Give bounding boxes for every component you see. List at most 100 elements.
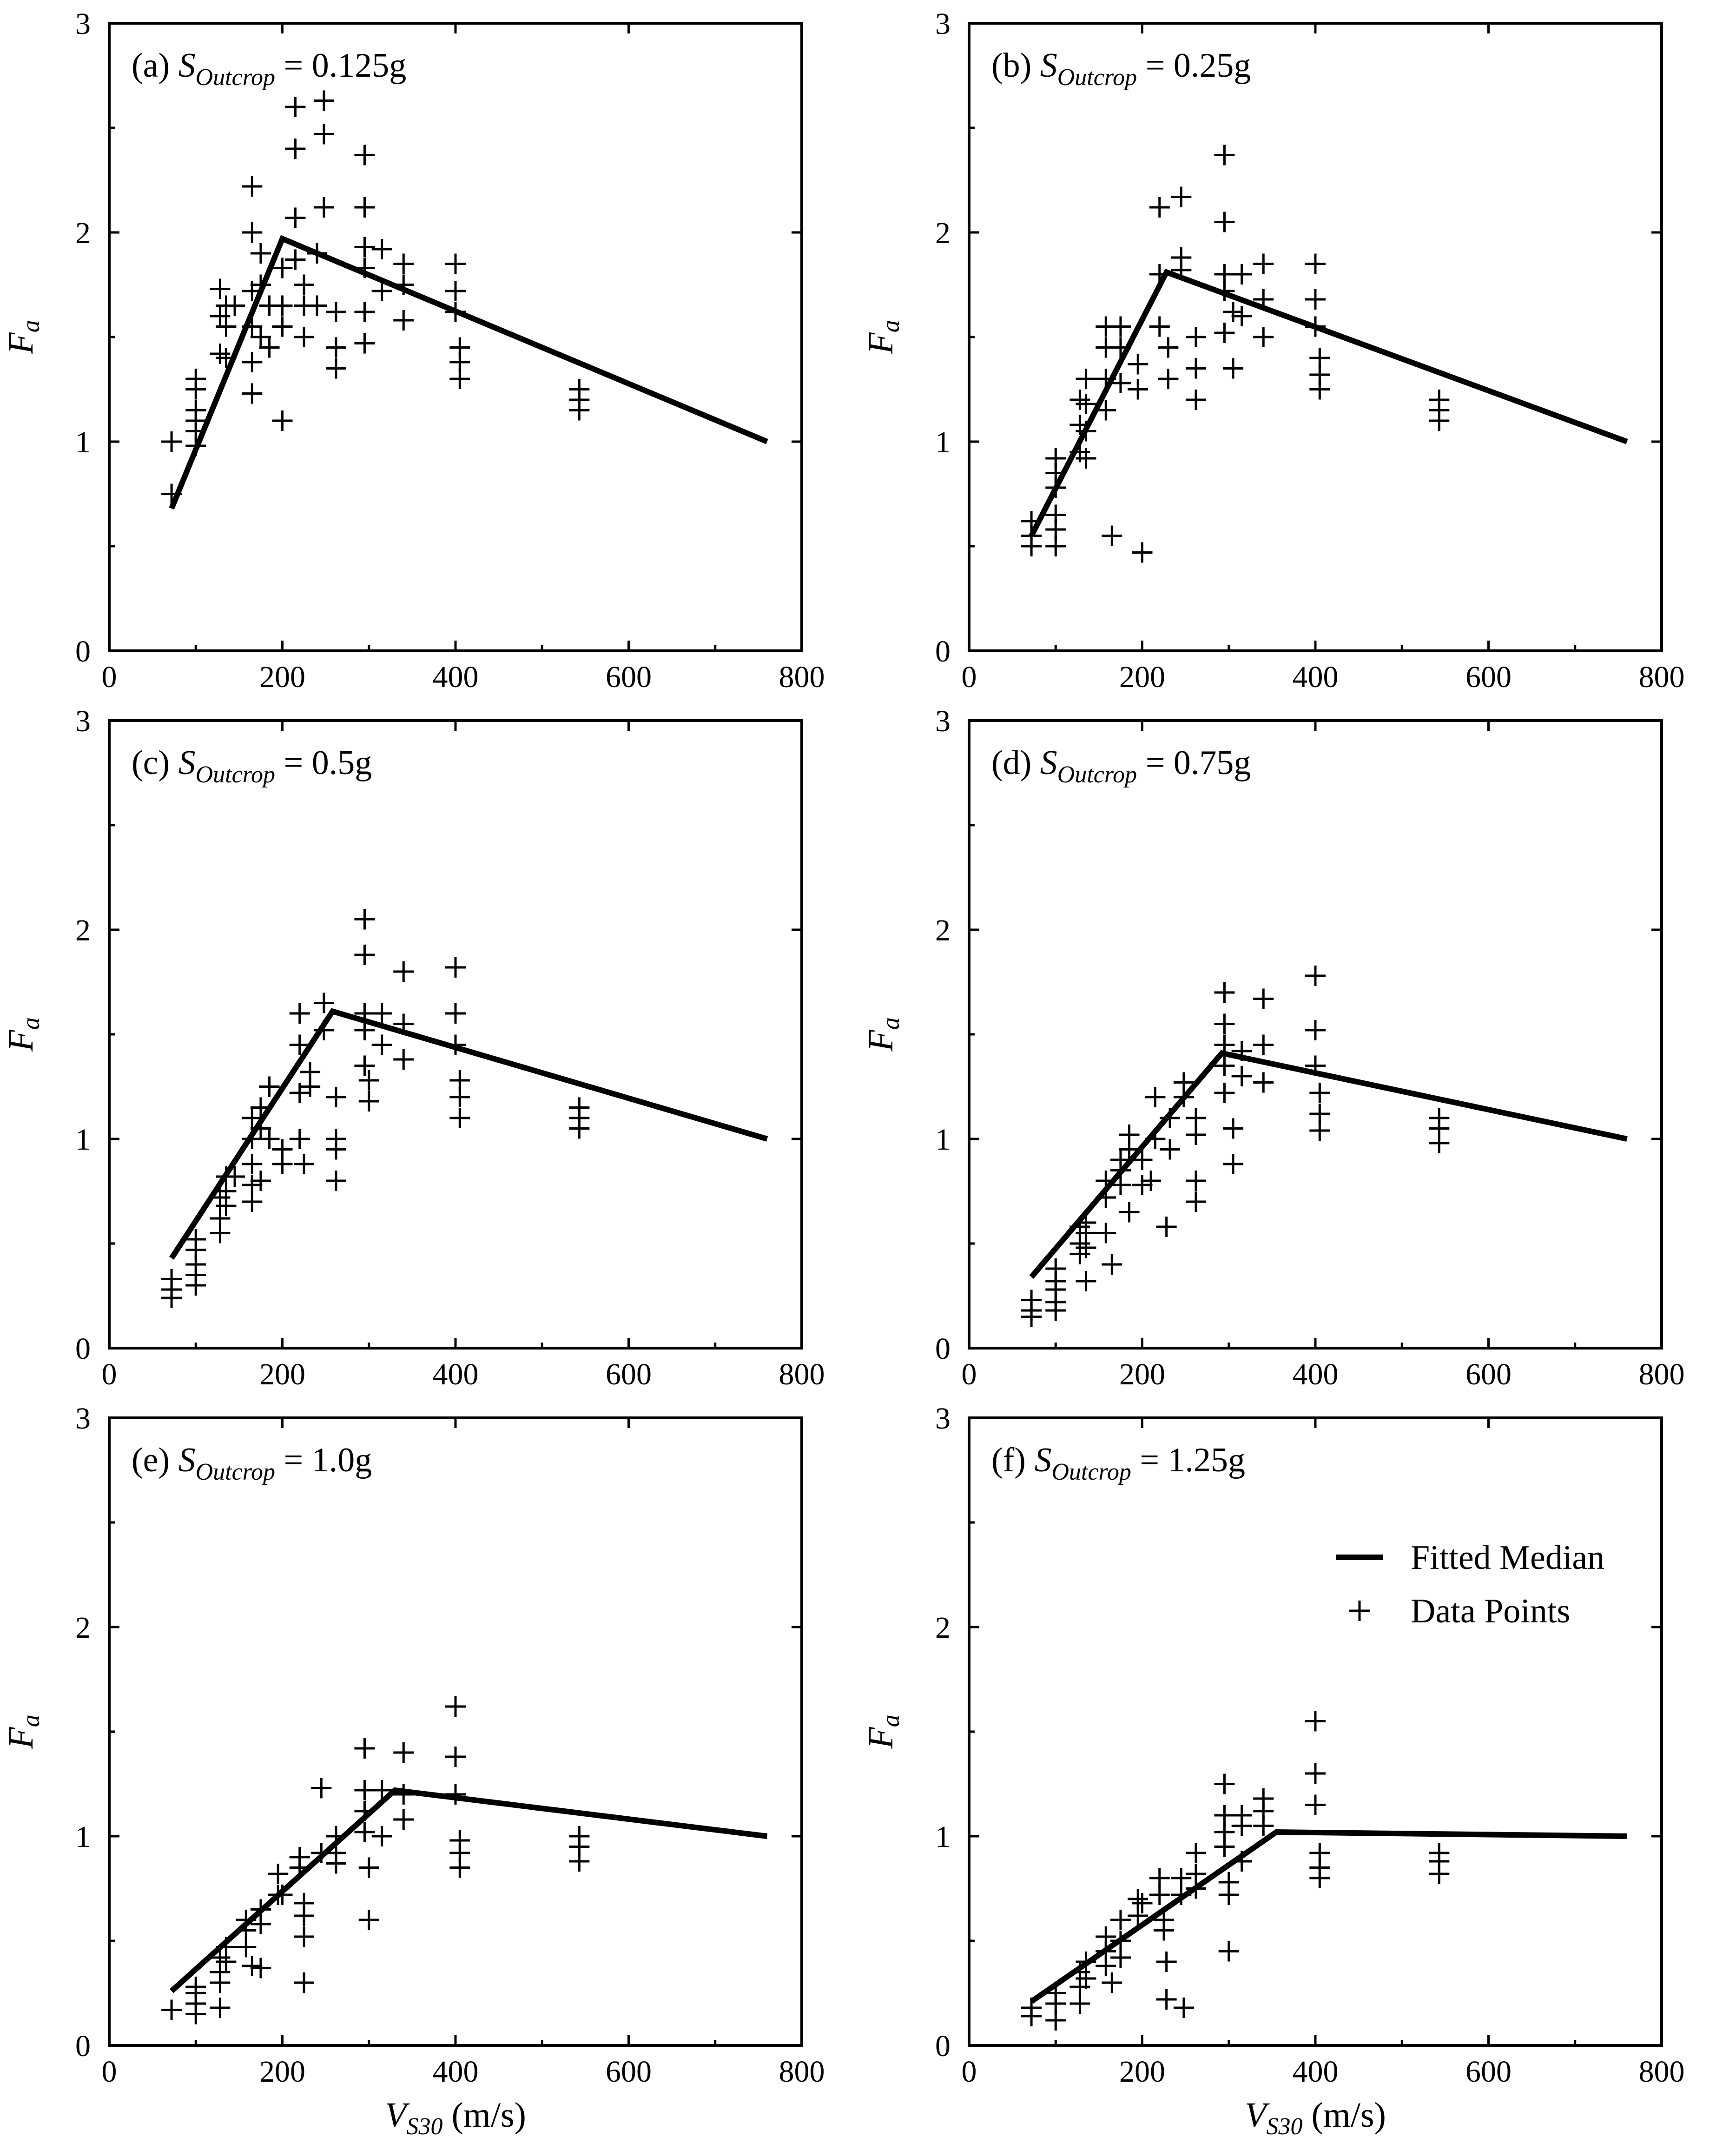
data-point: [289, 1129, 310, 1149]
data-point: [259, 1129, 280, 1149]
data-point: [1132, 1175, 1153, 1195]
data-point: [1110, 1947, 1131, 1968]
x-tick-label: 200: [1119, 2055, 1165, 2089]
data-point: [210, 278, 231, 299]
data-point: [354, 1055, 375, 1076]
data-point: [216, 1952, 237, 1972]
data-point: [1185, 358, 1206, 379]
data-point: [1305, 289, 1326, 310]
data-point: [307, 243, 327, 264]
data-point: [1185, 390, 1206, 410]
data-point: [1223, 1118, 1244, 1139]
x-tick-label: 0: [102, 1357, 117, 1391]
data-point: [1218, 1941, 1239, 1962]
data-point: [1214, 1836, 1235, 1857]
data-point: [1305, 1020, 1326, 1040]
data-point: [1149, 197, 1170, 218]
data-point: [354, 1822, 375, 1842]
data-point: [1160, 1139, 1181, 1160]
x-tick-label: 0: [102, 660, 117, 694]
data-point: [1214, 212, 1235, 232]
data-point: [1214, 281, 1235, 301]
data-point: [325, 358, 346, 379]
data-point: [242, 222, 263, 243]
panel-label: (c) SOutcrop = 0.5g: [132, 744, 372, 788]
data-point: [242, 1129, 263, 1149]
fitted-median-line: [1029, 1050, 1628, 1279]
data-point: [1309, 1120, 1330, 1141]
data-point: [1214, 145, 1235, 165]
data-point: [216, 1196, 237, 1216]
data-point: [1171, 1885, 1192, 1905]
data-point: [185, 2004, 206, 2025]
data-point: [313, 197, 334, 218]
y-tick-label: 3: [75, 7, 91, 41]
data-point: [1231, 1066, 1252, 1086]
data-point: [358, 1857, 379, 1878]
data-point: [1156, 1217, 1177, 1237]
x-tick-label: 200: [1119, 660, 1165, 694]
x-tick-label: 600: [1465, 2055, 1512, 2089]
legend-label: Fitted Median: [1411, 1539, 1604, 1577]
data-point: [1128, 354, 1149, 375]
data-point: [313, 1020, 334, 1040]
data-point: [354, 1801, 375, 1821]
data-point: [1185, 1843, 1206, 1863]
x-tick-label: 200: [1119, 1357, 1165, 1391]
data-point: [185, 1275, 206, 1296]
data-point: [1214, 323, 1235, 343]
data-point: [445, 1034, 466, 1055]
y-tick-label: 2: [75, 913, 91, 947]
data-point: [354, 945, 375, 965]
data-point: [313, 90, 334, 111]
data-point: [1128, 379, 1149, 400]
y-tick-label: 1: [75, 425, 91, 459]
data-point: [250, 1914, 271, 1934]
x-axis-label: VS30 (m/s): [385, 2096, 526, 2137]
data-point: [393, 1784, 414, 1805]
data-point: [1305, 253, 1326, 274]
data-point: [1076, 369, 1096, 389]
data-point: [285, 139, 306, 159]
data-point: [1045, 477, 1066, 498]
x-tick-label: 400: [1293, 2055, 1339, 2089]
data-point: [393, 1049, 414, 1070]
data-point: [371, 1003, 392, 1024]
x-tick-label: 800: [1639, 1357, 1685, 1391]
data-point: [242, 352, 263, 372]
data-point: [1132, 1893, 1153, 1913]
y-tick-label: 2: [935, 1611, 951, 1645]
y-axis-label: Fa: [1, 320, 45, 354]
data-point: [1160, 1108, 1181, 1128]
data-point: [393, 1013, 414, 1034]
y-tick-label: 1: [935, 425, 951, 459]
y-tick-label: 0: [75, 1332, 91, 1366]
x-tick-label: 400: [433, 1357, 479, 1391]
data-point: [1069, 1993, 1090, 2014]
y-tick-label: 0: [935, 2029, 951, 2063]
data-point: [1305, 966, 1326, 986]
data-point: [242, 1956, 263, 1976]
y-axis-label: Fa: [861, 320, 904, 354]
data-point: [393, 961, 414, 982]
data-point: [1223, 1154, 1244, 1174]
data-point: [242, 1191, 263, 1212]
data-point: [1231, 264, 1252, 284]
chart-panel-2: 0 200 400 600 800 0 1 2 3 Fa (b) SOutcrop = 0.25g: [861, 7, 1685, 694]
data-point: [1214, 1055, 1235, 1076]
data-point: [242, 383, 263, 404]
data-point: [1096, 1187, 1116, 1208]
data-point: [210, 1223, 231, 1244]
data-point: [1110, 316, 1131, 337]
data-point: [250, 1118, 271, 1139]
data-point: [1158, 369, 1179, 389]
data-point: [1253, 253, 1274, 274]
data-point: [1429, 1864, 1450, 1884]
data-point: [1171, 186, 1192, 207]
data-point: [354, 1738, 375, 1759]
data-point: [161, 1999, 182, 2020]
data-point: [1309, 1083, 1330, 1103]
y-axis-label: Fa: [1, 1714, 45, 1749]
data-point: [285, 207, 306, 228]
data-point: [161, 431, 182, 452]
